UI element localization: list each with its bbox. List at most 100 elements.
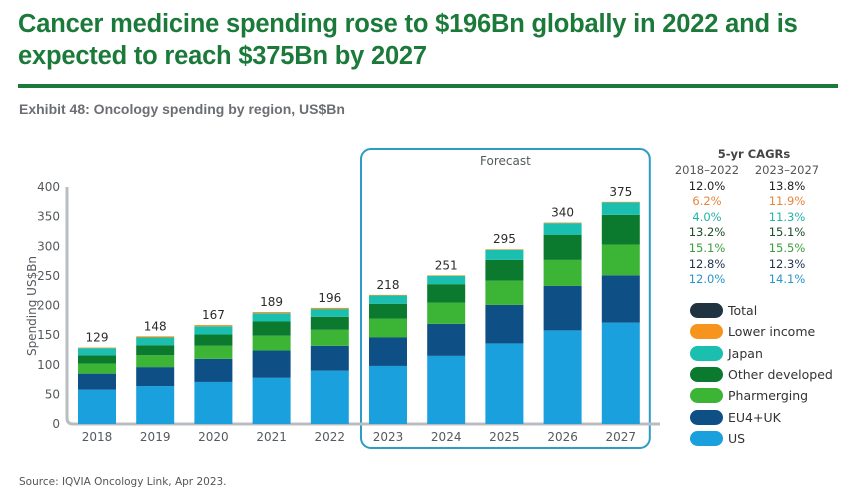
cagr-value: 12.0% <box>688 272 726 287</box>
bar-stack-2018 <box>78 347 116 424</box>
bar-segment-other-developed <box>136 345 175 356</box>
y-tick-label: 350 <box>37 210 60 224</box>
cagr-row: 4.0% 11.3% <box>664 210 844 226</box>
bar-segment-eu4-uk <box>252 350 291 378</box>
bar-segment-lower-income <box>543 222 582 224</box>
cagr-row: 12.0% 14.1% <box>664 272 844 288</box>
bar-segment-us <box>427 355 466 424</box>
cagr-column-header: 2023–2027 <box>754 163 820 177</box>
cagr-header-row: 2018–2022 2023–2027 <box>664 163 844 179</box>
bars <box>78 201 640 424</box>
legend-label: US <box>728 430 746 446</box>
cagr-row: 15.1% 15.5% <box>664 241 844 257</box>
bar-segment-japan <box>601 202 640 215</box>
cagr-value: 4.0% <box>692 209 722 224</box>
x-tick-label: 2023 <box>373 430 404 444</box>
total-labels: 129 148 167 189 196 218 251 295 340 375 <box>86 185 633 345</box>
y-tick-label: 300 <box>37 239 60 253</box>
x-tick-label: 2019 <box>140 430 171 444</box>
total-label: 196 <box>318 291 341 305</box>
bar-segment-lower-income <box>601 201 640 203</box>
bar-segment-lower-income <box>369 294 407 296</box>
bar-segment-eu4-uk <box>543 285 582 331</box>
bar-segment-other-developed <box>485 259 524 281</box>
legend-label: Lower income <box>728 324 816 340</box>
x-tick-label: 2026 <box>547 430 578 444</box>
bar-segment-lower-income <box>136 336 175 338</box>
total-label: 218 <box>377 278 400 292</box>
exhibit-title: Exhibit 48: Oncology spending by region,… <box>19 101 345 117</box>
legend-swatch <box>690 345 723 361</box>
bar-stack-2023 <box>369 294 407 424</box>
bar-segment-japan <box>485 249 524 260</box>
bar-segment-pharmerging <box>543 259 582 286</box>
x-tick-label: 2025 <box>489 430 520 444</box>
legend-item: Japan <box>690 343 833 364</box>
legend-label: Pharmerging <box>728 388 809 404</box>
legend-swatch <box>690 303 723 319</box>
bar-segment-other-developed <box>427 284 466 303</box>
x-tick-label: 2024 <box>431 430 462 444</box>
bar-segment-japan <box>427 275 466 285</box>
legend-label: Total <box>728 303 758 319</box>
total-label: 340 <box>551 206 574 220</box>
bar-segment-lower-income <box>485 249 524 250</box>
bar-segment-japan <box>136 337 175 346</box>
bar-segment-pharmerging <box>369 318 407 338</box>
bar-segment-eu4-uk <box>136 367 175 387</box>
cagr-value: 13.8% <box>768 178 806 193</box>
bar-segment-pharmerging <box>485 280 524 305</box>
source-note: Source: IQVIA Oncology Link, Apr 2023. <box>19 476 227 488</box>
bar-segment-eu4-uk <box>601 275 640 323</box>
total-label: 167 <box>202 308 225 322</box>
cagr-value: 11.9% <box>768 194 806 209</box>
bar-segment-eu4-uk <box>310 345 349 371</box>
cagr-title: 5-yr CAGRs <box>717 147 791 161</box>
cagr-value: 15.5% <box>768 240 806 255</box>
bar-segment-lower-income <box>78 347 116 349</box>
legend-label: Other developed <box>728 367 833 383</box>
x-tick-label: 2020 <box>198 430 229 444</box>
bar-segment-lower-income <box>194 325 233 327</box>
cagr-value: 12.3% <box>768 256 806 271</box>
bar-segment-us <box>194 381 233 424</box>
total-label: 375 <box>609 185 632 199</box>
bar-segment-lower-income <box>252 312 291 314</box>
bar-segment-other-developed <box>78 355 116 364</box>
bar-segment-other-developed <box>252 321 291 336</box>
x-tick-label: 2021 <box>256 430 287 444</box>
x-tick-label: 2022 <box>315 430 346 444</box>
x-tick-label: 2027 <box>606 430 637 444</box>
bar-stack-2027 <box>601 201 640 424</box>
bar-segment-eu4-uk <box>485 304 524 344</box>
bar-segment-japan <box>194 326 233 335</box>
bar-segment-japan <box>543 223 582 235</box>
bar-segment-other-developed <box>543 234 582 260</box>
bar-segment-pharmerging <box>310 329 349 346</box>
legend-item: US <box>690 428 833 449</box>
legend: Total Lower income Japan Other developed Pha… <box>690 300 833 449</box>
legend-item: EU4+UK <box>690 406 833 427</box>
legend-item: Pharmerging <box>690 385 833 406</box>
forecast-region: Forecast <box>360 148 651 449</box>
bar-stack-2026 <box>543 222 582 424</box>
total-label: 251 <box>435 258 458 272</box>
cagr-value: 14.1% <box>768 272 806 287</box>
cagr-value: 15.1% <box>688 240 726 255</box>
legend-label: EU4+UK <box>728 409 781 425</box>
legend-item: Total <box>690 300 833 321</box>
axis-line <box>65 187 660 426</box>
bar-segment-pharmerging <box>136 355 175 368</box>
x-tick-labels: 2018 2019 2020 2021 2022 2023 2024 2025 2026 2027 <box>82 430 636 444</box>
cagr-value: 11.3% <box>768 209 806 224</box>
total-label: 148 <box>144 319 167 333</box>
y-tick-label: 400 <box>37 180 60 194</box>
y-tick-label: 200 <box>37 299 60 313</box>
y-tick-labels: 0 50 100 150 200 250 300 350 400 <box>37 180 60 431</box>
y-axis-label: Spending US$Bn <box>25 256 39 356</box>
bar-segment-eu4-uk <box>194 358 233 382</box>
cagr-row: 6.2% 11.9% <box>664 194 844 210</box>
bar-stack-2025 <box>485 249 524 424</box>
cagr-value: 13.2% <box>688 225 726 240</box>
bar-segment-us <box>78 389 116 424</box>
